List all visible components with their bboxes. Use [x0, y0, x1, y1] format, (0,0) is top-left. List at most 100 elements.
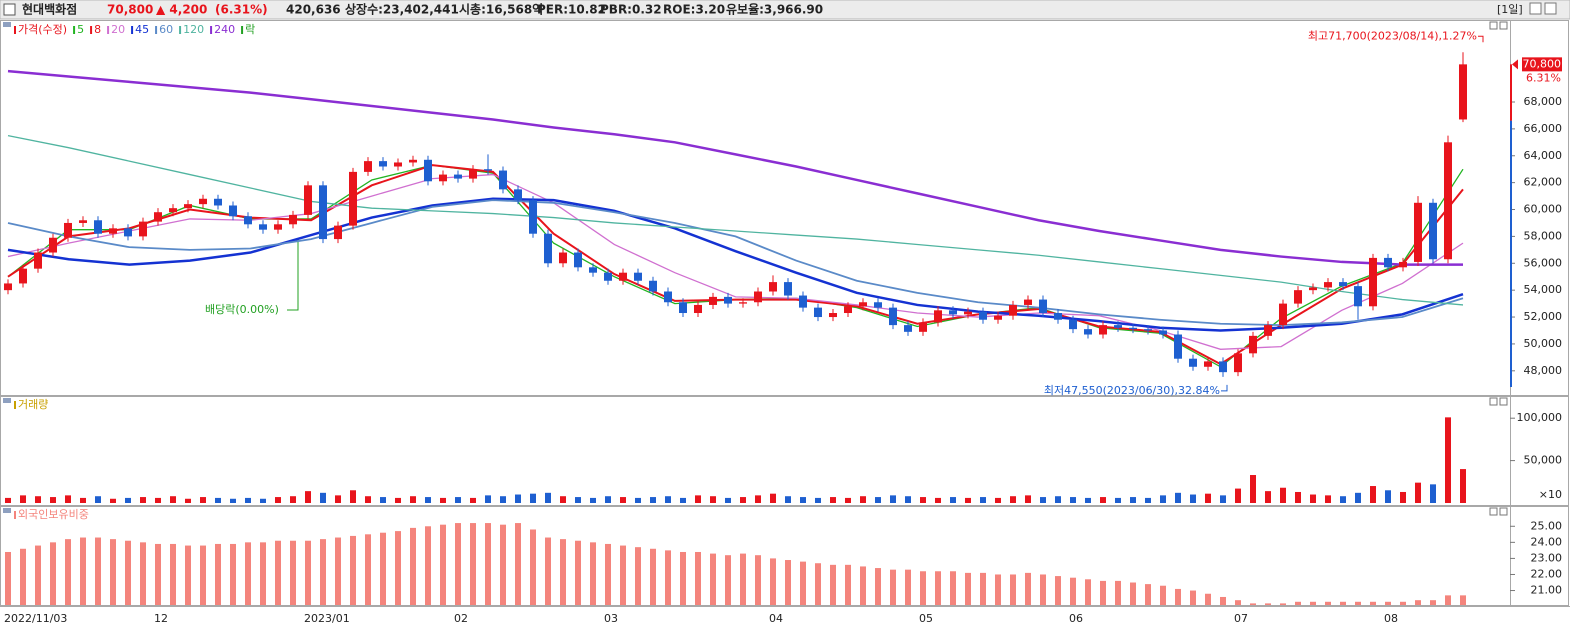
bar	[395, 497, 401, 503]
bar	[1175, 588, 1181, 605]
candle-body	[334, 225, 342, 240]
legend-label: 락	[245, 23, 255, 36]
bar	[1025, 495, 1031, 503]
x-tick-label: 12	[154, 612, 168, 625]
candle-body	[484, 169, 492, 171]
change-pct: (6.31%)	[215, 3, 268, 17]
bar	[740, 497, 746, 503]
bar	[920, 497, 926, 503]
bar	[290, 496, 296, 503]
panel-button[interactable]	[1489, 397, 1498, 406]
y-tick-label: 48,000	[1524, 364, 1563, 377]
bar	[170, 543, 176, 605]
moving-average	[7, 164, 1464, 366]
bar	[1250, 475, 1256, 503]
bar	[575, 540, 581, 605]
candle-body	[394, 162, 402, 167]
x-tick-label: 08	[1384, 612, 1398, 625]
bar	[1355, 492, 1361, 503]
bar	[1265, 491, 1271, 503]
candle-body	[439, 174, 447, 182]
bar	[830, 497, 836, 503]
bar	[575, 497, 581, 503]
per: PER:10.82	[537, 3, 606, 17]
panel-button[interactable]	[1489, 507, 1498, 516]
bar	[980, 572, 986, 605]
bar	[770, 558, 776, 605]
bar	[1295, 491, 1301, 503]
panel-icon	[3, 398, 11, 403]
y-tick-label: 62,000	[1524, 176, 1563, 189]
bar	[515, 494, 521, 503]
x-tick-label: 02	[454, 612, 468, 625]
candle-body	[1204, 361, 1212, 367]
legend-swatch	[107, 26, 110, 34]
bar	[350, 490, 356, 503]
bar	[5, 497, 11, 503]
x-tick-label: 04	[769, 612, 783, 625]
candle-body	[34, 252, 42, 269]
candle-body	[1054, 313, 1062, 320]
x-tick-label: 2023/01	[304, 612, 350, 625]
checkbox[interactable]	[3, 3, 16, 16]
bar	[1160, 495, 1166, 503]
last-change-label: 6.31%	[1526, 71, 1561, 84]
candle-body	[994, 315, 1002, 320]
bar	[1010, 496, 1016, 503]
candle-body	[1189, 358, 1197, 367]
bar	[905, 496, 911, 503]
candle-body	[349, 171, 357, 226]
bar	[1280, 487, 1286, 503]
bar	[545, 492, 551, 503]
bar	[545, 537, 551, 605]
close-button[interactable]	[1544, 2, 1557, 15]
bar	[425, 526, 431, 605]
y-tick-label: 54,000	[1524, 283, 1563, 296]
panel-button[interactable]	[1499, 507, 1508, 516]
x-tick-label: 07	[1234, 612, 1248, 625]
bar	[305, 491, 311, 503]
bar	[1040, 574, 1046, 605]
bar	[665, 496, 671, 503]
candle-body	[919, 322, 927, 332]
bar	[1430, 600, 1436, 605]
candle-body	[1069, 319, 1077, 330]
window-button[interactable]	[1529, 2, 1542, 15]
bar	[755, 555, 761, 605]
panel-button[interactable]	[1499, 21, 1508, 30]
bar	[365, 534, 371, 605]
bar	[1235, 488, 1241, 503]
panel-button[interactable]	[1489, 21, 1498, 30]
bar	[260, 542, 266, 605]
candle-body	[109, 228, 117, 234]
period[interactable]: [1일]	[1497, 2, 1523, 16]
bar	[1310, 601, 1316, 605]
bar	[1445, 595, 1451, 605]
bar	[65, 539, 71, 605]
bar	[245, 542, 251, 605]
bar	[185, 545, 191, 605]
bar	[140, 497, 146, 503]
candle-body	[1414, 202, 1422, 262]
bar	[1055, 576, 1061, 605]
bar	[425, 497, 431, 503]
bar	[1340, 496, 1346, 503]
bar	[605, 543, 611, 605]
bar	[500, 524, 506, 605]
bar	[530, 529, 536, 605]
bar	[455, 497, 461, 503]
bar	[890, 569, 896, 605]
bar	[1310, 494, 1316, 503]
y-tick-label: 50,000	[1524, 454, 1563, 467]
candle-body	[229, 205, 237, 217]
bar	[35, 545, 41, 605]
bar	[65, 495, 71, 503]
ex-dividend-annotation: 배당락(0.00%)	[205, 303, 279, 316]
bar	[1370, 601, 1376, 605]
panel-button[interactable]	[1499, 397, 1508, 406]
bar	[440, 497, 446, 503]
candle-body	[814, 307, 822, 318]
bar	[1355, 601, 1361, 605]
bar	[1235, 600, 1241, 605]
bar	[965, 497, 971, 503]
